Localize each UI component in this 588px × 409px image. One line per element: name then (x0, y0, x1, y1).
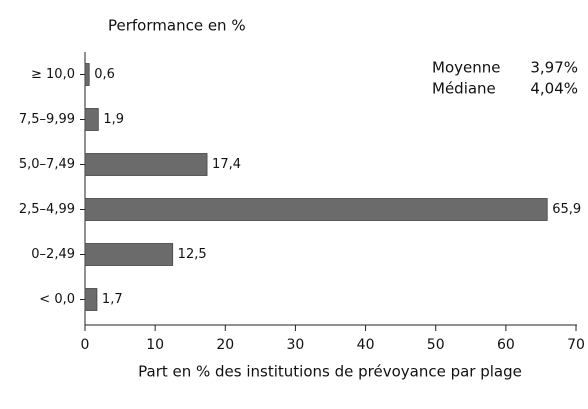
y-tick-label: 7,5–9,99 (19, 112, 75, 127)
chart-title: Performance en % (108, 17, 246, 35)
value-label: 1,9 (103, 112, 124, 127)
bar (84, 63, 90, 86)
bar (84, 288, 98, 311)
x-tick-label: 70 (567, 337, 585, 353)
y-tick-label: < 0,0 (39, 292, 75, 307)
bar (84, 198, 548, 221)
bar (84, 108, 99, 131)
value-label: 17,4 (212, 157, 241, 172)
y-tick-label: 5,0–7,49 (19, 157, 75, 172)
x-tick-label: 30 (287, 337, 305, 353)
annotation-label: Moyenne (432, 59, 500, 77)
x-tick-label: 20 (216, 337, 234, 353)
value-label: 0,6 (94, 67, 115, 82)
x-tick-label: 0 (81, 337, 90, 353)
annotation-label: Médiane (432, 80, 496, 98)
x-tick-label: 50 (427, 337, 445, 353)
value-label: 65,9 (552, 202, 581, 217)
x-tick-label: 60 (497, 337, 515, 353)
x-axis-label: Part en % des institutions de prévoyance… (138, 363, 522, 381)
y-tick-label: 2,5–4,99 (19, 202, 75, 217)
value-label: 12,5 (178, 247, 207, 262)
bar (84, 153, 208, 176)
annotation-value: 3,97% (530, 59, 578, 77)
y-tick-label: 0–2,49 (31, 247, 75, 262)
x-tick-label: 40 (357, 337, 375, 353)
value-label: 1,7 (102, 292, 123, 307)
annotation-value: 4,04% (530, 80, 578, 98)
x-tick-label: 10 (146, 337, 164, 353)
y-tick-label: ≥ 10,0 (31, 67, 75, 82)
bar (84, 243, 174, 266)
